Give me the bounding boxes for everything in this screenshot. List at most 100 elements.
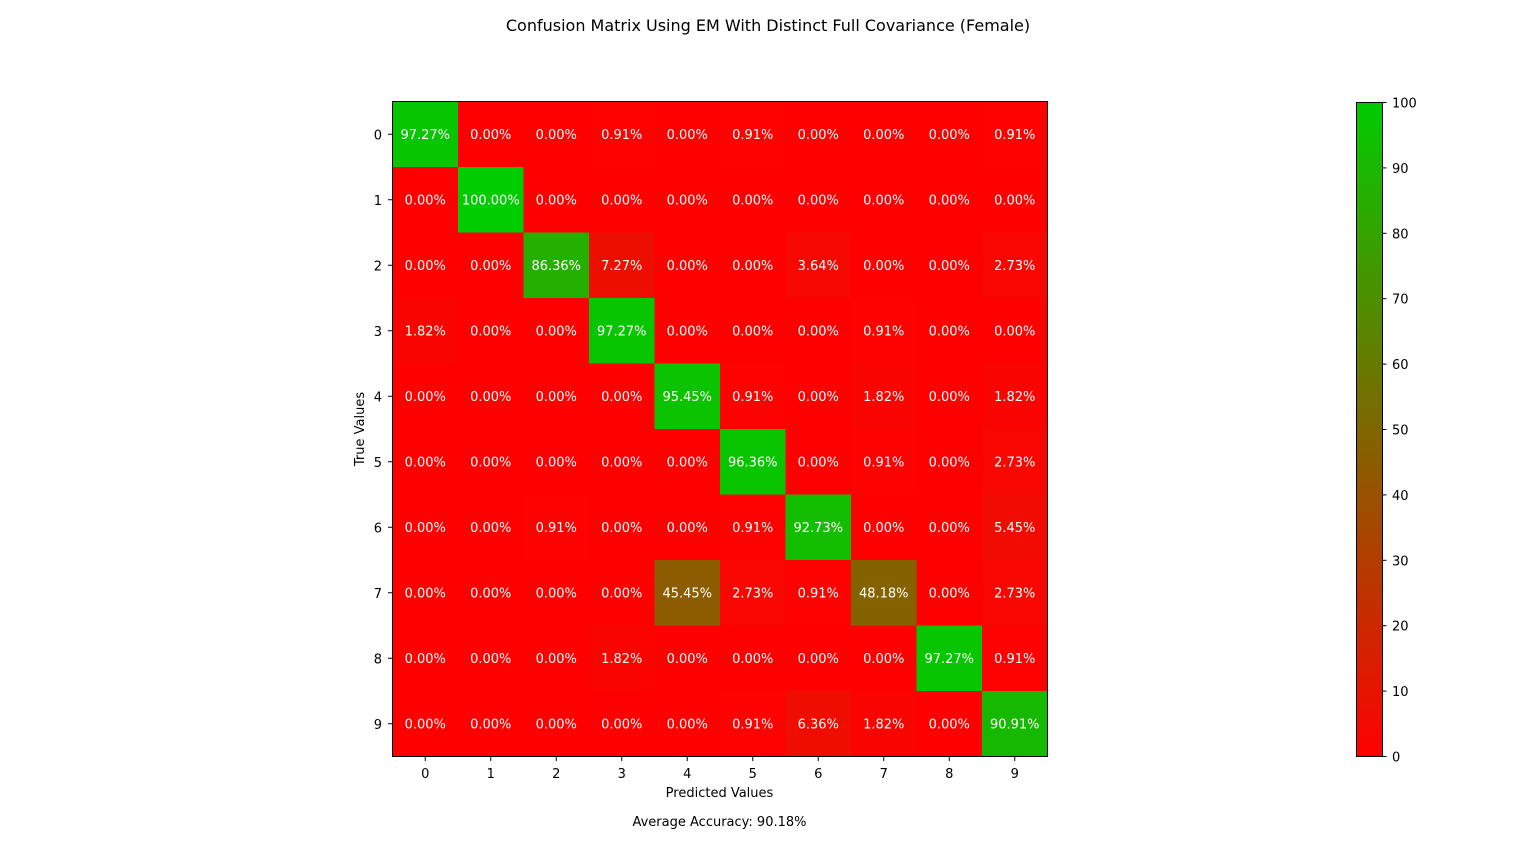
heatmap-cell [982, 560, 1048, 626]
cell-value-label: 0.00% [798, 193, 839, 208]
heatmap-cell [720, 560, 786, 626]
average-accuracy-footer: Average Accuracy: 90.18% [632, 815, 806, 830]
cell-value-label: 0.00% [470, 324, 511, 339]
cell-value-label: 2.73% [994, 455, 1035, 470]
cell-value-label: 0.91% [994, 128, 1035, 143]
cell-value-label: 0.00% [994, 193, 1035, 208]
heatmap-cell [392, 167, 459, 233]
cell-value-label: 97.27% [924, 652, 974, 667]
cell-value-label: 0.00% [667, 717, 708, 732]
heatmap-cell [916, 167, 983, 233]
heatmap-cell [654, 560, 721, 626]
heatmap-cell [392, 494, 459, 561]
heatmap-cell [392, 429, 459, 495]
heatmap-cell [392, 101, 459, 168]
heatmap-cell [851, 429, 917, 495]
heatmap-cell [654, 625, 721, 692]
heatmap-cell [851, 363, 917, 430]
cell-value-label: 48.18% [859, 586, 909, 601]
cell-value-label: 1.82% [863, 717, 904, 732]
cell-value-label: 0.91% [732, 717, 773, 732]
cell-value-label: 0.00% [732, 193, 773, 208]
cell-value-label: 0.00% [536, 324, 577, 339]
cell-value-label: 0.00% [929, 390, 970, 405]
heatmap-cell [523, 560, 590, 626]
cell-value-label: 1.82% [994, 390, 1035, 405]
cell-value-label: 0.00% [470, 652, 511, 667]
cell-value-label: 0.00% [536, 455, 577, 470]
heatmap-cell [523, 232, 590, 299]
y-tick-label: 2 [374, 259, 382, 274]
heatmap-cell [720, 494, 786, 561]
heatmap-cell [654, 232, 721, 299]
heatmap-cell [982, 167, 1048, 233]
cell-value-label: 0.00% [798, 455, 839, 470]
cell-value-label: 6.36% [798, 717, 839, 732]
heatmap-cell [523, 494, 590, 561]
colorbar-tick-label: 90 [1392, 162, 1409, 177]
heatmap-cell [851, 298, 917, 364]
colorbar-tick-label: 60 [1392, 358, 1409, 373]
cell-value-label: 0.00% [667, 259, 708, 274]
heatmap-cell [851, 691, 917, 757]
cell-value-label: 0.00% [929, 128, 970, 143]
x-tick-label: 2 [552, 767, 560, 782]
cell-value-label: 1.82% [405, 324, 446, 339]
y-tick-label: 0 [374, 128, 382, 143]
heatmap-cell [589, 232, 655, 299]
heatmap-cell [458, 232, 524, 299]
y-tick-label: 6 [374, 521, 382, 536]
heatmap-cell [785, 232, 852, 299]
colorbar-tick-label: 30 [1392, 554, 1409, 569]
cell-value-label: 0.00% [601, 586, 642, 601]
heatmap-cell [785, 101, 852, 168]
heatmap-cell [916, 429, 983, 495]
x-tick-label: 6 [814, 767, 822, 782]
heatmap-cell [785, 625, 852, 692]
colorbar-tick-label: 70 [1392, 293, 1409, 308]
x-tick-label: 9 [1011, 767, 1019, 782]
cell-value-label: 0.00% [667, 521, 708, 536]
heatmap-cell [523, 691, 590, 757]
plot-frame [392, 101, 1048, 757]
x-tick-label: 7 [880, 767, 888, 782]
heatmap-cell [589, 101, 655, 168]
cell-value-label: 0.00% [536, 717, 577, 732]
cell-value-label: 7.27% [601, 259, 642, 274]
heatmap-cell [916, 691, 983, 757]
cell-value-label: 0.00% [798, 324, 839, 339]
cell-value-label: 2.73% [994, 586, 1035, 601]
x-axis-label: Predicted Values [666, 786, 774, 801]
cell-value-label: 0.00% [798, 652, 839, 667]
y-tick-label: 7 [374, 587, 382, 602]
colorbar-tick-label: 80 [1392, 227, 1409, 242]
heatmap-cell [654, 691, 721, 757]
cell-value-label: 0.91% [732, 390, 773, 405]
cell-value-label: 95.45% [662, 390, 712, 405]
heatmap-cell [720, 363, 786, 430]
heatmap-cell [916, 101, 983, 168]
heatmap-cell [458, 101, 524, 168]
cell-value-label: 0.91% [601, 128, 642, 143]
cell-value-label: 0.00% [863, 521, 904, 536]
heatmap-cell [785, 167, 852, 233]
cell-value-label: 0.00% [798, 390, 839, 405]
heatmap-cell [720, 429, 786, 495]
cell-value-label: 0.00% [536, 586, 577, 601]
heatmap-cell [589, 429, 655, 495]
cell-value-label: 0.00% [863, 259, 904, 274]
y-axis-ticks: 0 1 2 3 4 5 6 7 8 9 [374, 128, 392, 733]
colorbar-tick-label: 50 [1392, 424, 1409, 439]
heatmap-cell [392, 691, 459, 757]
cell-value-label: 0.00% [601, 193, 642, 208]
x-axis-ticks: 0 1 2 3 4 5 6 7 8 9 [421, 757, 1019, 782]
heatmap-cell [916, 232, 983, 299]
heatmap-cell [523, 298, 590, 364]
cell-value-label: 0.00% [667, 193, 708, 208]
heatmap-cell [589, 494, 655, 561]
cell-value-label: 0.00% [405, 652, 446, 667]
heatmap-cell [916, 494, 983, 561]
heatmap-cell [916, 560, 983, 626]
heatmap-cell [589, 625, 655, 692]
